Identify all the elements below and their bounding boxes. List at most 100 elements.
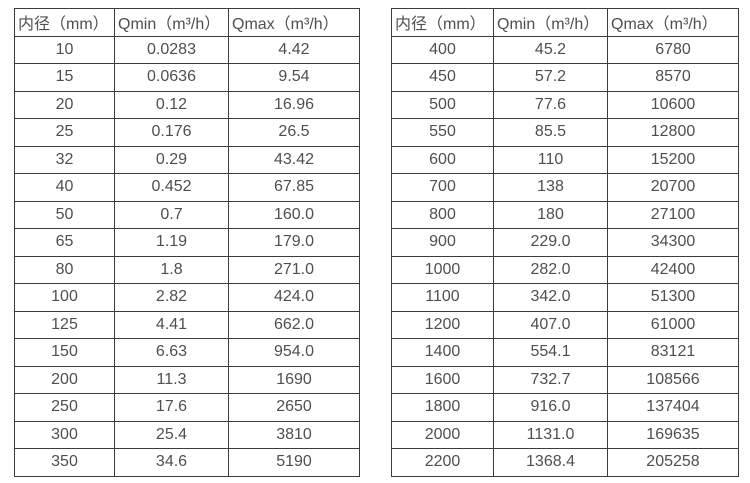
table-row: 1400 554.1 83121 bbox=[391, 338, 739, 367]
table-cell: 200 bbox=[14, 365, 115, 394]
table-cell: 600 bbox=[391, 145, 494, 174]
table-row: 50 0.7 160.0 bbox=[14, 200, 360, 229]
flow-table-large-diameters: 内径（mm） Qmin（m³/h） Qmax（m³/h） 400 45.2 6780… bbox=[391, 8, 739, 477]
table-cell: 17.6 bbox=[114, 393, 229, 422]
table-cell: 342.0 bbox=[493, 283, 608, 312]
table-cell: 179.0 bbox=[228, 228, 360, 257]
table-cell: 138 bbox=[493, 173, 608, 202]
table-row: 400 45.2 6780 bbox=[391, 35, 739, 64]
table-cell: 25 bbox=[14, 118, 115, 147]
column-header-qmax: Qmax（m³/h） bbox=[228, 8, 360, 37]
table-cell: 150 bbox=[14, 338, 115, 367]
table-cell: 9.54 bbox=[228, 63, 360, 92]
table-row: 250 17.6 2650 bbox=[14, 393, 360, 422]
table-cell: 1.19 bbox=[114, 228, 229, 257]
table-cell: 0.7 bbox=[114, 200, 229, 229]
column-header-qmax: Qmax（m³/h） bbox=[607, 8, 739, 37]
table-cell: 11.3 bbox=[114, 365, 229, 394]
table-cell: 16.96 bbox=[228, 90, 360, 119]
table-row: 1100 342.0 51300 bbox=[391, 283, 739, 312]
table-cell: 2200 bbox=[391, 448, 494, 477]
table-row: 500 77.6 10600 bbox=[391, 90, 739, 119]
table-cell: 25.4 bbox=[114, 420, 229, 449]
table-cell: 1400 bbox=[391, 338, 494, 367]
table-cell: 77.6 bbox=[493, 90, 608, 119]
table-cell: 169635 bbox=[607, 420, 739, 449]
table-cell: 732.7 bbox=[493, 365, 608, 394]
table-cell: 20 bbox=[14, 90, 115, 119]
table-row: 65 1.19 179.0 bbox=[14, 228, 360, 257]
table-cell: 500 bbox=[391, 90, 494, 119]
table-row: 32 0.29 43.42 bbox=[14, 145, 360, 174]
table-cell: 67.85 bbox=[228, 173, 360, 202]
table-row: 125 4.41 662.0 bbox=[14, 310, 360, 339]
table-cell: 57.2 bbox=[493, 63, 608, 92]
table-row: 10 0.0283 4.42 bbox=[14, 35, 360, 64]
table-row: 1600 732.7 108566 bbox=[391, 365, 739, 394]
table-row: 450 57.2 8570 bbox=[391, 63, 739, 92]
column-header-qmin: Qmin（m³/h） bbox=[114, 8, 229, 37]
table-cell: 180 bbox=[493, 200, 608, 229]
table-body: 10 0.0283 4.42 15 0.0636 9.54 20 0.12 16.96 25 0.1… bbox=[14, 35, 360, 477]
table-cell: 1690 bbox=[228, 365, 360, 394]
table-cell: 83121 bbox=[607, 338, 739, 367]
table-cell: 61000 bbox=[607, 310, 739, 339]
table-cell: 15200 bbox=[607, 145, 739, 174]
table-cell: 916.0 bbox=[493, 393, 608, 422]
table-row: 200 11.3 1690 bbox=[14, 365, 360, 394]
table-cell: 110 bbox=[493, 145, 608, 174]
table-cell: 51300 bbox=[607, 283, 739, 312]
tables-container: 内径（mm） Qmin（m³/h） Qmax（m³/h） 10 0.0283 4.4… bbox=[14, 8, 739, 477]
table-cell: 400 bbox=[391, 35, 494, 64]
table-cell: 229.0 bbox=[493, 228, 608, 257]
table-cell: 1800 bbox=[391, 393, 494, 422]
table-cell: 43.42 bbox=[228, 145, 360, 174]
table-row: 350 34.6 5190 bbox=[14, 448, 360, 477]
table-cell: 4.41 bbox=[114, 310, 229, 339]
table-cell: 0.0283 bbox=[114, 35, 229, 64]
table-row: 80 1.8 271.0 bbox=[14, 255, 360, 284]
table-cell: 10600 bbox=[607, 90, 739, 119]
table-cell: 26.5 bbox=[228, 118, 360, 147]
table-body: 400 45.2 6780 450 57.2 8570 500 77.6 10600 550 85.… bbox=[391, 35, 739, 477]
table-row: 300 25.4 3810 bbox=[14, 420, 360, 449]
table-cell: 32 bbox=[14, 145, 115, 174]
table-cell: 27100 bbox=[607, 200, 739, 229]
table-cell: 550 bbox=[391, 118, 494, 147]
table-cell: 8570 bbox=[607, 63, 739, 92]
table-cell: 6780 bbox=[607, 35, 739, 64]
table-cell: 3810 bbox=[228, 420, 360, 449]
table-cell: 0.29 bbox=[114, 145, 229, 174]
column-header-diameter: 内径（mm） bbox=[391, 8, 494, 37]
table-cell: 137404 bbox=[607, 393, 739, 422]
table-cell: 282.0 bbox=[493, 255, 608, 284]
table-cell: 700 bbox=[391, 173, 494, 202]
table-cell: 350 bbox=[14, 448, 115, 477]
table-cell: 15 bbox=[14, 63, 115, 92]
table-row: 20 0.12 16.96 bbox=[14, 90, 360, 119]
table-cell: 0.176 bbox=[114, 118, 229, 147]
table-cell: 10 bbox=[14, 35, 115, 64]
table-cell: 100 bbox=[14, 283, 115, 312]
table-cell: 1600 bbox=[391, 365, 494, 394]
table-row: 2200 1368.4 205258 bbox=[391, 448, 739, 477]
table-cell: 0.12 bbox=[114, 90, 229, 119]
table-row: 1000 282.0 42400 bbox=[391, 255, 739, 284]
table-row: 40 0.452 67.85 bbox=[14, 173, 360, 202]
table-cell: 4.42 bbox=[228, 35, 360, 64]
table-cell: 554.1 bbox=[493, 338, 608, 367]
table-cell: 40 bbox=[14, 173, 115, 202]
table-cell: 1200 bbox=[391, 310, 494, 339]
table-row: 25 0.176 26.5 bbox=[14, 118, 360, 147]
table-cell: 250 bbox=[14, 393, 115, 422]
table-cell: 34300 bbox=[607, 228, 739, 257]
table-cell: 160.0 bbox=[228, 200, 360, 229]
table-cell: 12800 bbox=[607, 118, 739, 147]
table-cell: 424.0 bbox=[228, 283, 360, 312]
table-cell: 6.63 bbox=[114, 338, 229, 367]
table-cell: 954.0 bbox=[228, 338, 360, 367]
table-cell: 50 bbox=[14, 200, 115, 229]
table-cell: 80 bbox=[14, 255, 115, 284]
table-cell: 0.0636 bbox=[114, 63, 229, 92]
